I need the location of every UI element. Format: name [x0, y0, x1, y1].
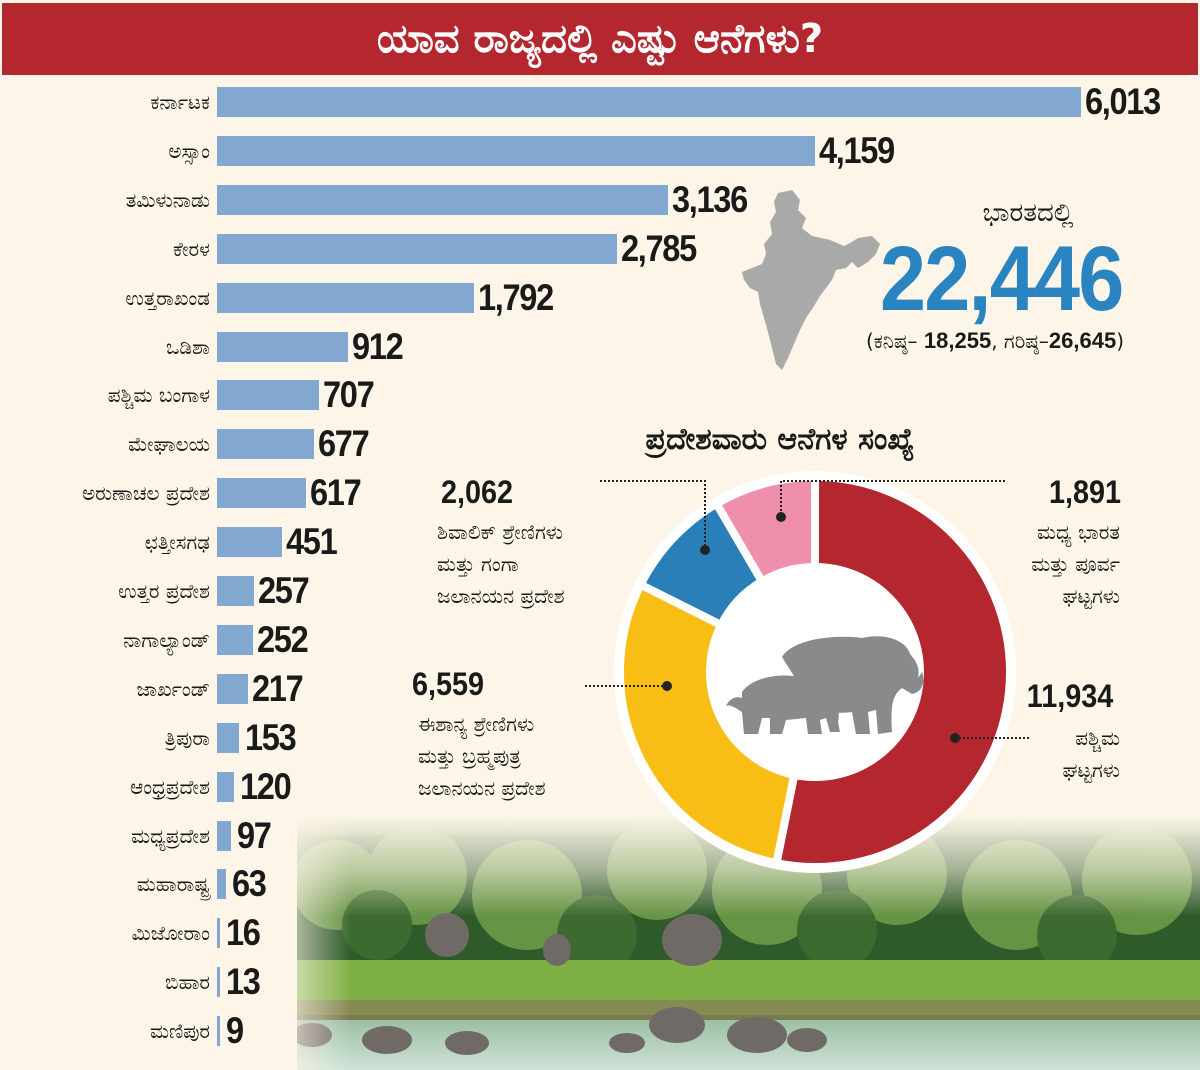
range-max-label: , ಗರಿಷ್ಠ– — [991, 329, 1049, 353]
donut-value-northeast: 6,559 — [412, 666, 485, 702]
india-range: (ಕನಿಷ್ಠ– 18,255, ಗರಿಷ್ಠ–26,645) — [866, 326, 1124, 356]
donut-title: ಪ್ರದೇಶವಾರು ಆನೆಗಳ ಸಂಖ್ಯೆ — [645, 422, 915, 457]
elephant-icon — [726, 636, 924, 734]
donut-label-line: ಜಲಾನಯನ ಪ್ರದೇಶ — [437, 584, 565, 608]
donut-label-northeast: ಈಶಾನ್ಯ ಶ್ರೇಣಿಗಳು ಮತ್ತು ಬ್ರಹ್ಮಪುತ್ರ ಜಲಾನಯ… — [418, 708, 546, 804]
donut-label-line: ಮತ್ತು ಬ್ರಹ್ಮಪುತ್ರ — [418, 744, 521, 768]
range-min-label: (ಕನಿಷ್ಠ– — [866, 329, 924, 353]
donut-label-line: ಪಶ್ಚಿಮ — [1075, 726, 1120, 750]
donut-label-line: ಜಲಾನಯನ ಪ್ರದೇಶ — [418, 776, 546, 800]
donut-label-line: ಶಿವಾಲಿಕ್ ಶ್ರೇಣಿಗಳು — [437, 520, 563, 544]
leader-dot-shivalik — [700, 545, 710, 555]
donut-label-line: ಮಧ್ಯ ಭಾರತ — [1037, 520, 1120, 544]
leader-dot-central — [776, 512, 786, 522]
donut-label-western: ಪಶ್ಚಿಮ ಘಟ್ಟಗಳು — [1062, 722, 1120, 786]
india-total-count: 22,446 — [880, 228, 1124, 330]
leader-dot-northeast — [662, 681, 672, 691]
donut-value-western: 11,934 — [1026, 678, 1114, 714]
donut-value-central: 1,891 — [1049, 474, 1122, 510]
donut-value-shivalik: 2,062 — [441, 474, 514, 510]
india-label: ಭಾರತದಲ್ಲಿ — [982, 198, 1074, 228]
donut-label-line: ಮತ್ತು ಪೂರ್ವ — [1031, 552, 1120, 576]
range-suffix: ) — [1116, 329, 1124, 353]
range-min-value: 18,255 — [923, 328, 992, 353]
donut-label-line: ಘಟ್ಟಗಳು — [1062, 584, 1120, 608]
donut-label-line: ಮತ್ತು ಗಂಗಾ — [437, 552, 519, 576]
leader-dot-western — [950, 733, 960, 743]
donut-label-line: ಈಶಾನ್ಯ ಶ್ರೇಣಿಗಳು — [418, 712, 535, 736]
india-map-icon — [742, 190, 880, 370]
leader-central — [780, 480, 1005, 515]
donut-label-shivalik: ಶಿವಾಲಿಕ್ ಶ್ರೇಣಿಗಳು ಮತ್ತು ಗಂಗಾ ಜಲಾನಯನ ಪ್ರ… — [437, 516, 565, 612]
leader-shivalik — [600, 480, 706, 548]
title-banner: ಯಾವ ರಾಜ್ಯದಲ್ಲಿ ಎಷ್ಟು ಆನೆಗಳು? — [2, 3, 1198, 75]
range-max-value: 26,645 — [1048, 328, 1117, 353]
donut-label-central: ಮಧ್ಯ ಭಾರತ ಮತ್ತು ಪೂರ್ವ ಘಟ್ಟಗಳು — [1031, 516, 1120, 612]
donut-label-line: ಘಟ್ಟಗಳು — [1062, 758, 1120, 782]
page-title: ಯಾವ ರಾಜ್ಯದಲ್ಲಿ ಎಷ್ಟು ಆನೆಗಳು? — [376, 16, 824, 62]
